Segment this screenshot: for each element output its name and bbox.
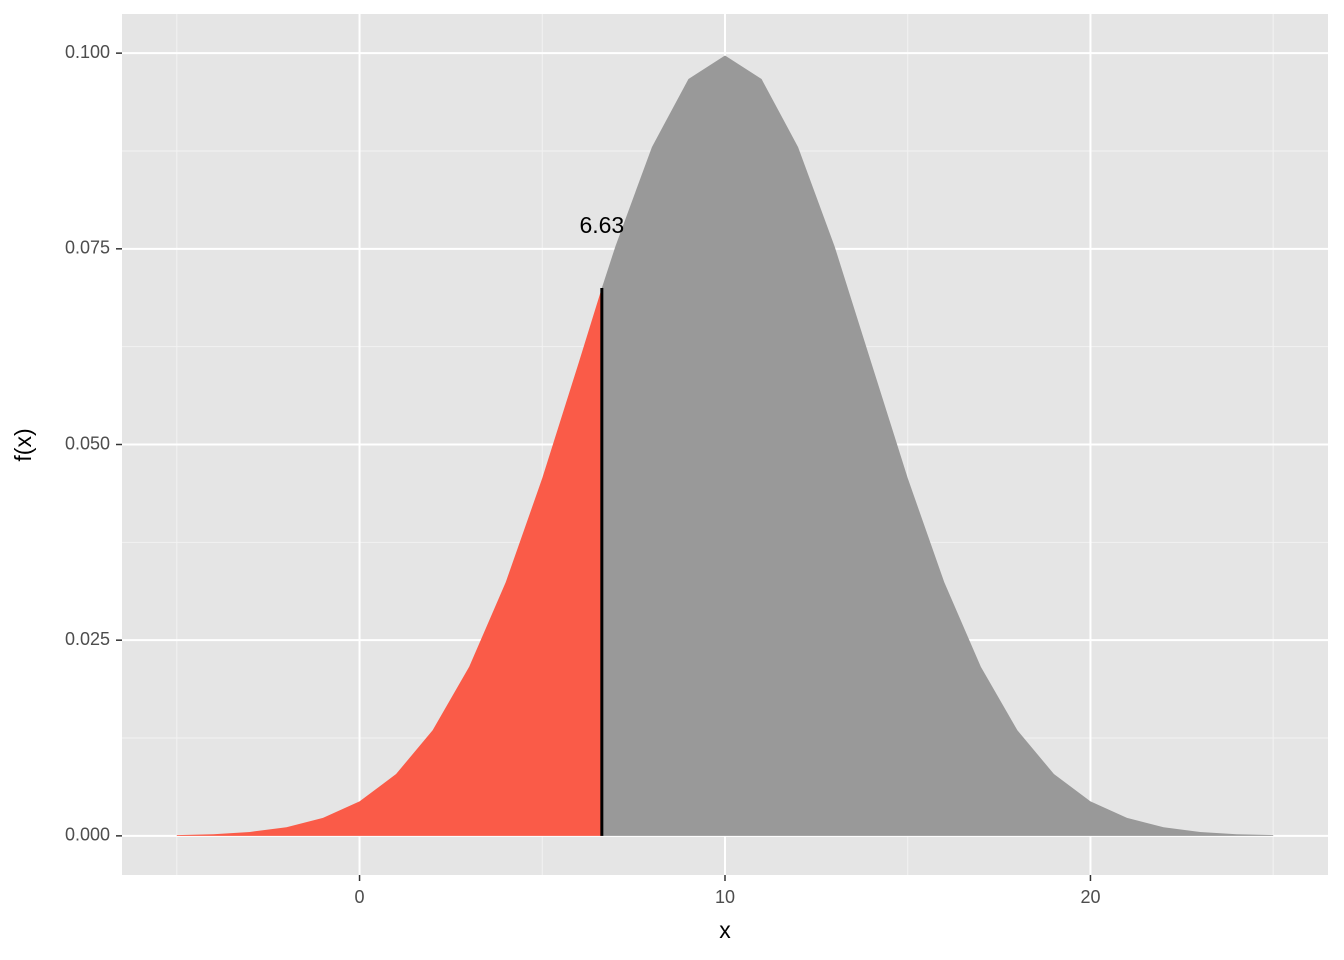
area: [601, 55, 1274, 836]
y-tick-label: 0.050: [65, 433, 110, 453]
y-tick-label: 0.000: [65, 825, 110, 845]
x-tick-label: 20: [1080, 887, 1100, 907]
y-tick-label: 0.075: [65, 238, 110, 258]
area: [176, 287, 602, 836]
y-tick-label: 0.100: [65, 42, 110, 62]
y-axis-title: f(x): [10, 428, 36, 461]
cutoff-label: 6.63: [579, 212, 624, 238]
x-tick-label: 10: [715, 887, 735, 907]
y-tick-label: 0.025: [65, 629, 110, 649]
x-tick-label: 0: [355, 887, 365, 907]
x-axis-title: x: [719, 917, 731, 943]
